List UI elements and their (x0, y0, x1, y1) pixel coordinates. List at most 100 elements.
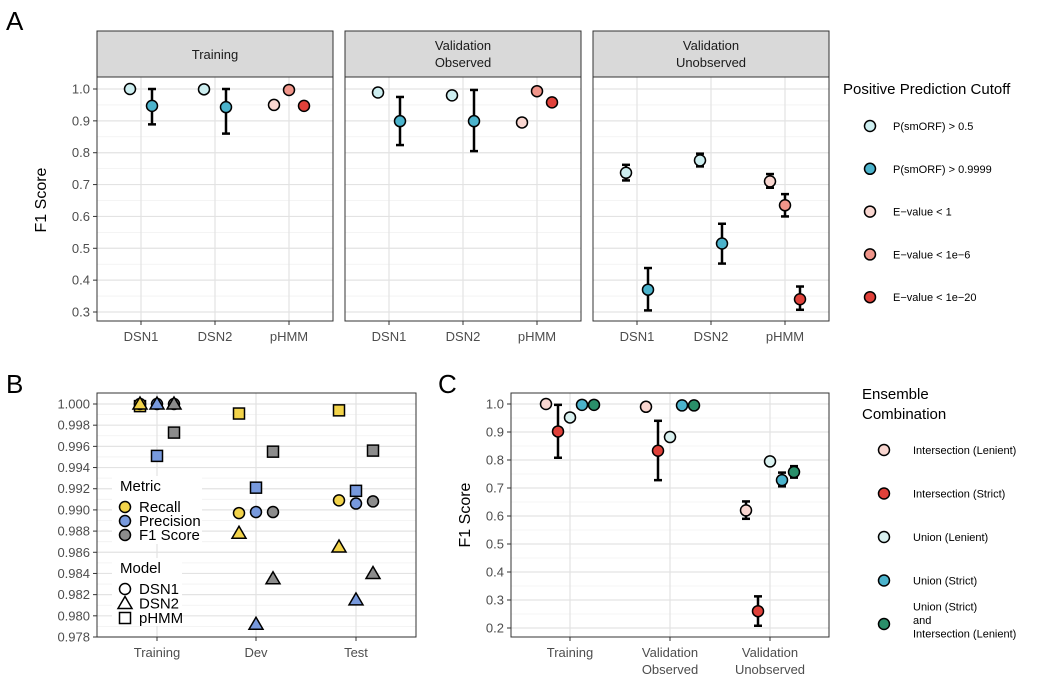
data-point (587, 398, 601, 412)
data-point (332, 494, 346, 507)
data-point (515, 116, 529, 129)
data-point (675, 399, 689, 412)
facet-label: Validation (683, 38, 739, 53)
x-tick-label: Unobserved (735, 662, 805, 677)
facet-0: Training DSN1 DSN2 pHMM (96, 30, 334, 344)
x-tick-label: Training (134, 645, 180, 660)
plot-border (96, 76, 334, 322)
y-tick-label: 0.8 (72, 145, 90, 160)
data-point (230, 524, 248, 539)
y-tick-label: 0.5 (72, 241, 90, 256)
data-point (232, 506, 246, 520)
data-point (371, 86, 385, 99)
data-point (787, 465, 801, 479)
facet-2: Validation Unobserved DSN1 DSN2 pHMM (592, 30, 830, 344)
legend-title-model: Model (120, 560, 161, 577)
legend-key (877, 487, 891, 500)
data-point (445, 89, 459, 102)
legend-label: Intersection (Strict) (913, 489, 1005, 501)
data-point (249, 505, 263, 519)
legend-title: Combination (862, 406, 946, 423)
data-point (349, 484, 363, 498)
legend-label: P(smORF) > 0.9999 (893, 164, 992, 176)
data-point (715, 237, 729, 250)
y-tick-label: 0.5 (486, 537, 504, 552)
data-point (266, 445, 280, 458)
data-point (751, 604, 765, 618)
y-tick-label: 1.0 (72, 82, 90, 97)
data-point (264, 570, 282, 585)
data-point (247, 615, 265, 631)
legend-label: Union (Lenient) (913, 532, 988, 544)
x-tick-label: Observed (642, 662, 698, 677)
y-tick-label: 0.9 (486, 425, 504, 440)
y-tick-label: 0.982 (57, 587, 90, 602)
legend-label: Intersection (Lenient) (913, 445, 1016, 457)
legend-key (863, 290, 877, 304)
data-point (366, 444, 380, 457)
data-point (364, 564, 382, 580)
legend-label: E−value < 1e−20 (893, 292, 977, 304)
data-point (693, 154, 707, 167)
legend-label: P(smORF) > 0.5 (893, 121, 973, 133)
y-tick-label: 0.984 (57, 566, 90, 581)
facet-label: Training (192, 47, 238, 62)
plot-border (592, 76, 830, 322)
y-tick-label: 0.998 (57, 418, 90, 433)
data-point (145, 99, 159, 113)
data-point (330, 538, 348, 553)
y-axis-title: F1 Score (33, 167, 50, 232)
legend-key (863, 205, 877, 218)
legend-label: Intersection (Lenient) (913, 629, 1016, 641)
data-point (467, 114, 481, 128)
y-tick-label: 1.0 (486, 397, 504, 412)
y-tick-label: 0.7 (72, 177, 90, 192)
legend-key (877, 443, 891, 457)
data-point (651, 444, 665, 458)
legend-title: Ensemble (862, 386, 929, 403)
legend-label: Union (Strict) (913, 576, 977, 588)
x-tick-label: Dev (244, 645, 268, 660)
data-point (763, 455, 777, 468)
x-tick-label: DSN2 (198, 329, 233, 344)
data-point (775, 473, 789, 487)
x-tick-label: DSN1 (620, 329, 655, 344)
legend-key (863, 162, 877, 176)
facet-label: Validation (435, 38, 491, 53)
data-point (297, 99, 311, 113)
x-tick-label: Training (547, 645, 593, 660)
y-tick-label: 0.990 (57, 502, 90, 517)
data-point (739, 504, 753, 517)
facet-label: Unobserved (676, 55, 746, 70)
x-tick-label: DSN2 (694, 329, 729, 344)
x-tick-label: DSN1 (124, 329, 159, 344)
panel-c: Training Validation Observed Validation Unob… (457, 386, 1016, 677)
data-point (563, 411, 577, 424)
legend-label: DSN1 (139, 581, 179, 598)
data-point (267, 98, 281, 112)
data-point (131, 395, 149, 410)
y-axis-title: F1 Score (457, 482, 474, 547)
legend-key (863, 119, 877, 133)
y-tick-label: 0.986 (57, 545, 90, 560)
data-point (763, 175, 777, 188)
legend-label: E−value < 1e−6 (893, 249, 970, 261)
data-point (167, 426, 181, 439)
panel-letter-c: C (438, 369, 457, 399)
data-point (266, 505, 280, 519)
facet-1: Validation Observed DSN1 DSN2 pHMM (344, 30, 582, 344)
legend-key (118, 528, 132, 542)
data-point (349, 497, 363, 510)
legend-label: and (913, 615, 931, 627)
legend-label: Precision (139, 513, 201, 530)
x-tick-label: pHMM (766, 329, 804, 344)
data-point (575, 398, 589, 412)
legend-key (118, 500, 132, 514)
data-point (219, 100, 233, 114)
legend-key (116, 595, 134, 610)
y-tick-label: 0.4 (72, 273, 90, 288)
facet-strip (344, 30, 582, 78)
data-point (687, 399, 701, 412)
y-tick-label: 0.4 (486, 565, 504, 580)
